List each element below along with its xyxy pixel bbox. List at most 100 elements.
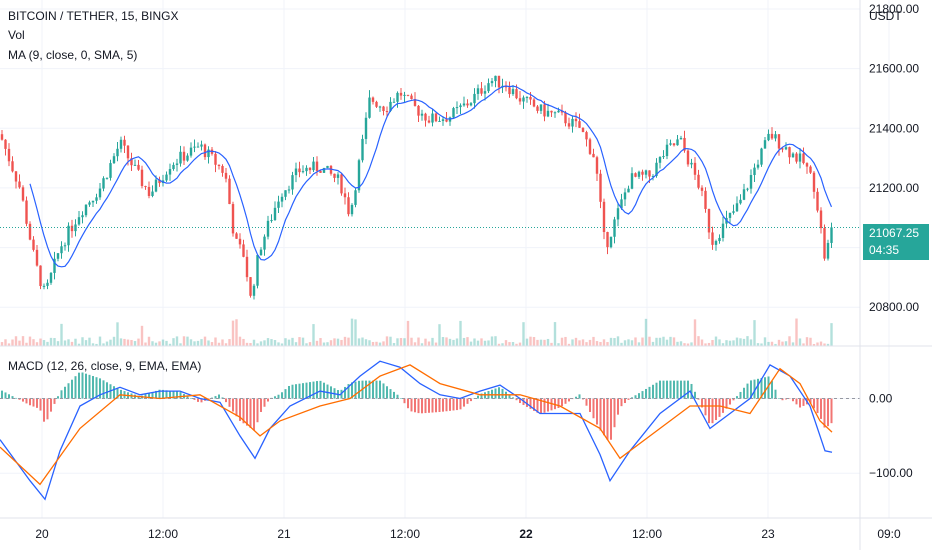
candle-body <box>522 97 525 102</box>
candle-body <box>301 171 305 173</box>
macd-histogram-bar <box>470 398 472 402</box>
candle-body <box>445 119 448 122</box>
ma-legend[interactable]: MA (9, close, 0, SMA, 5) <box>8 48 138 62</box>
macd-histogram-bar <box>540 398 542 414</box>
volume-bar <box>539 339 543 346</box>
volume-bar <box>396 338 399 346</box>
candle-body <box>84 204 88 216</box>
volume-bar <box>347 337 350 346</box>
macd-histogram-bar <box>596 398 598 425</box>
macd-histogram-bar <box>554 398 556 410</box>
volume-bar <box>823 343 826 346</box>
candle-body <box>441 119 445 121</box>
macd-histogram-bar <box>592 398 595 419</box>
volume-bar <box>172 338 175 346</box>
volume-bar <box>42 340 46 346</box>
symbol-legend[interactable]: BITCOIN / TETHER, 15, BINGX <box>8 9 179 23</box>
macd-histogram-bar <box>631 397 633 399</box>
macd-histogram-bar <box>683 380 686 399</box>
candle-body <box>476 88 480 94</box>
volume-bar <box>14 336 18 346</box>
macd-histogram-bar <box>638 393 640 399</box>
volume-bar <box>791 342 795 346</box>
candle-body <box>634 173 637 177</box>
macd-histogram-bar <box>736 396 738 399</box>
macd-histogram-bar <box>627 398 630 400</box>
volume-bar <box>452 339 455 346</box>
price-tick-label: 21800.00 <box>869 2 919 16</box>
candle-body <box>70 225 74 232</box>
macd-histogram-bar <box>466 398 469 404</box>
candle-body <box>469 103 473 106</box>
macd-histogram-bar <box>463 398 465 407</box>
macd-histogram-bar <box>414 398 416 413</box>
macd-histogram-bar <box>792 398 794 402</box>
volume-bar <box>431 337 434 346</box>
volume-bar <box>602 339 606 346</box>
time-tick-label: 12:00 <box>632 527 662 541</box>
macd-histogram-bar <box>239 398 241 421</box>
volume-bar <box>67 339 70 346</box>
candle-body <box>410 95 413 100</box>
volume-bar <box>448 338 452 346</box>
macd-histogram-bar <box>64 386 66 399</box>
macd-histogram-bar <box>708 398 710 424</box>
candle-body <box>788 147 791 158</box>
volume-bar <box>77 343 81 346</box>
candle-body <box>382 106 385 112</box>
candle-body <box>361 138 364 161</box>
candle-body <box>98 188 102 198</box>
macd-histogram-bar <box>214 396 217 399</box>
volume-legend[interactable]: Vol <box>8 28 25 42</box>
volume-bar <box>700 339 704 346</box>
macd-histogram-bar <box>645 388 647 399</box>
volume-bar <box>434 342 438 346</box>
volume-bar <box>543 339 546 346</box>
candle-body <box>707 208 711 233</box>
macd-histogram-bar <box>179 392 182 399</box>
volume-bar <box>777 339 781 346</box>
candle-body <box>56 253 60 259</box>
candle-body <box>165 174 168 181</box>
macd-histogram-bar <box>445 398 448 412</box>
macd-histogram-bar <box>641 391 644 399</box>
volume-bar <box>154 342 158 346</box>
macd-histogram-bar <box>81 372 84 399</box>
volume-bar <box>812 343 816 346</box>
volume-bars <box>0 318 833 346</box>
candle-body <box>81 215 84 218</box>
candle-body <box>403 94 406 96</box>
macd-histogram-bar <box>508 394 511 399</box>
candle-body <box>11 161 14 172</box>
volume-bar <box>732 340 735 346</box>
candle-body <box>172 164 175 170</box>
candle-body <box>18 181 21 188</box>
candle-body <box>592 153 595 158</box>
volume-bar <box>420 343 424 346</box>
macd-histogram-bar <box>323 382 325 399</box>
macd-histogram-bar <box>39 398 42 411</box>
volume-bar <box>287 339 291 346</box>
volume-bar <box>280 343 284 346</box>
macd-histogram-bar <box>190 397 192 399</box>
macd-histogram-bar <box>148 393 150 399</box>
macd-histogram-bar <box>652 384 654 399</box>
volume-bar <box>742 338 746 346</box>
time-tick-label: 21 <box>277 527 291 541</box>
macd-histogram-bar <box>298 383 301 399</box>
volume-bar <box>28 336 32 346</box>
candle-body <box>133 164 137 166</box>
candle-body <box>277 201 280 208</box>
volume-bar <box>473 338 476 346</box>
price-axis-ticks: 20800.0021000.0021200.0021400.0021600.00… <box>869 2 919 314</box>
macd-histogram-bar <box>536 398 539 413</box>
macd-histogram-bar <box>92 376 94 399</box>
macd-histogram-bar <box>617 398 619 415</box>
candle-body <box>473 93 476 104</box>
candle-body <box>389 101 392 112</box>
volume-bar <box>102 343 105 346</box>
volume-bar <box>326 342 329 346</box>
macd-legend[interactable]: MACD (12, 26, close, 9, EMA, EMA) <box>8 359 202 373</box>
volume-bar <box>70 341 74 346</box>
